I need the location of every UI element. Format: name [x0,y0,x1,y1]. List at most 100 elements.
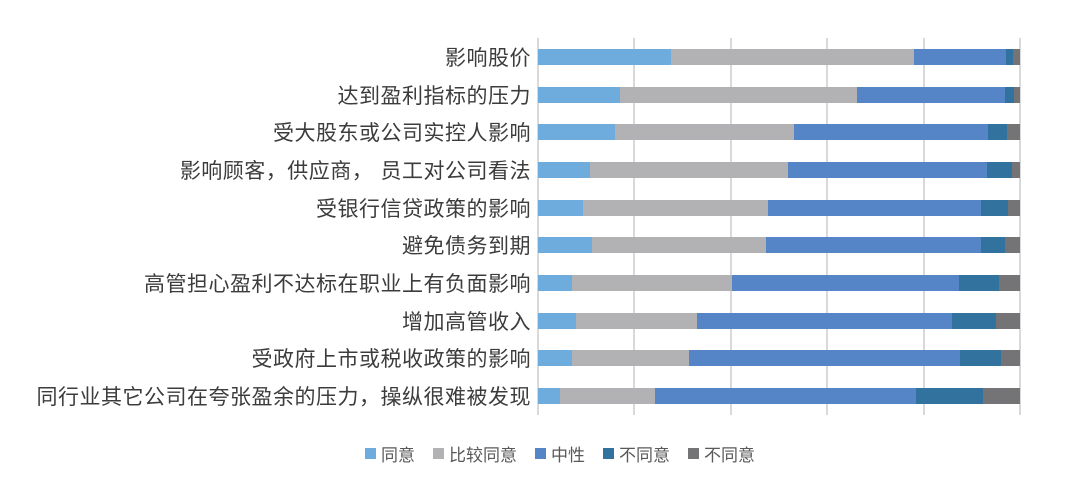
bar-segment [654,388,916,405]
bar-segment [988,124,1008,141]
legend-item: 比较同意 [433,441,517,466]
bar-segment [981,237,1006,254]
gridline [826,38,829,415]
stacked-bar [538,124,1020,141]
bar-segment [572,350,690,367]
category-label: 受大股东或公司实控人影响 [273,121,531,146]
stacked-bar [538,199,1020,216]
bar-segment [1006,48,1014,65]
gridline [633,38,636,415]
legend-swatch-icon [688,447,699,459]
bar-segment [951,312,996,329]
stacked-bar [538,237,1020,254]
bar-segment [960,350,1002,367]
category-label: 达到盈利指标的压力 [337,83,531,108]
stacked-bar [538,161,1020,178]
stacked-bar [538,275,1020,292]
bar-row [538,151,1020,189]
bar-segment [793,124,989,141]
bar-segment [1005,86,1015,103]
bar-segment [538,161,591,178]
bar-row [538,377,1020,415]
category-axis: 影响股价达到盈利指标的压力受大股东或公司实控人影响影响顾客，供应商， 员工对公司… [0,38,531,415]
bar-row [538,264,1020,302]
bar-segment [1005,237,1020,254]
legend-swatch-icon [603,447,614,459]
legend: 同意 比较同意 中性 不同意 不同意 [20,440,1080,466]
bar-segment [1008,199,1020,216]
bar-segment [538,350,573,367]
bar-segment [1001,350,1020,367]
bar-segment [732,275,959,292]
bar-segment [582,199,769,216]
bar-segment [1013,48,1020,65]
bar-rows [538,38,1020,415]
legend-swatch-icon [535,447,546,459]
bar-segment [615,124,794,141]
bar-segment [689,350,961,367]
bar-segment [999,275,1020,292]
bar-segment [592,237,767,254]
legend-swatch-icon [365,447,376,459]
bar-segment [983,388,1020,405]
bar-segment [538,388,561,405]
gridline [1019,38,1021,415]
legend-item: 不同意 [603,441,670,466]
stacked-bar [538,48,1020,65]
bar-segment [538,312,576,329]
category-label: 增加高管收入 [402,309,531,334]
bar-segment [590,161,788,178]
gridline [729,38,732,415]
category-label: 影响顾客，供应商， 员工对公司看法 [179,158,531,183]
bar-row [538,189,1020,227]
legend-item: 同意 [365,441,415,466]
bar-segment [538,86,621,103]
bar-segment [697,312,952,329]
category-label: 同行业其它公司在夸张盈余的压力，操纵很难被发现 [36,385,531,410]
category-label: 受政府上市或税收政策的影响 [251,347,531,372]
category-label: 影响股价 [445,45,531,70]
bar-segment [787,161,987,178]
stacked-bar [538,388,1020,405]
bar-row [538,38,1020,76]
bar-segment [986,161,1012,178]
bar-row [538,302,1020,340]
category-label: 受银行信贷政策的影响 [316,196,531,221]
legend-label: 不同意 [619,445,670,466]
bar-segment [913,48,1007,65]
bar-row [538,227,1020,265]
legend-item: 中性 [535,441,585,466]
bar-segment [538,275,572,292]
bar-segment [538,237,593,254]
bar-segment [958,275,1000,292]
bar-segment [768,199,982,216]
bar-row [538,340,1020,378]
legend-label: 不同意 [704,445,755,466]
legend-label: 比较同意 [449,445,517,466]
category-label: 高管担心盈利不达标在职业上有负面影响 [144,272,531,297]
bar-segment [538,124,616,141]
legend-label: 同意 [381,445,415,466]
bar-segment [575,312,698,329]
bar-segment [560,388,655,405]
bar-segment [766,237,982,254]
bar-segment [620,86,857,103]
bar-segment [1007,124,1020,141]
bar-segment [670,48,914,65]
bar-segment [538,199,583,216]
bar-segment [538,48,671,65]
stacked-bar [538,312,1020,329]
legend-item: 不同意 [688,441,755,466]
bar-segment [915,388,984,405]
bar-segment [981,199,1009,216]
bar-segment [856,86,1006,103]
bar-segment [995,312,1020,329]
bar-row [538,113,1020,151]
bar-row [538,76,1020,114]
stacked-bar [538,86,1020,103]
plot-area [537,38,1021,415]
gridline [537,38,539,415]
legend-label: 中性 [551,445,585,466]
gridline [922,38,925,415]
